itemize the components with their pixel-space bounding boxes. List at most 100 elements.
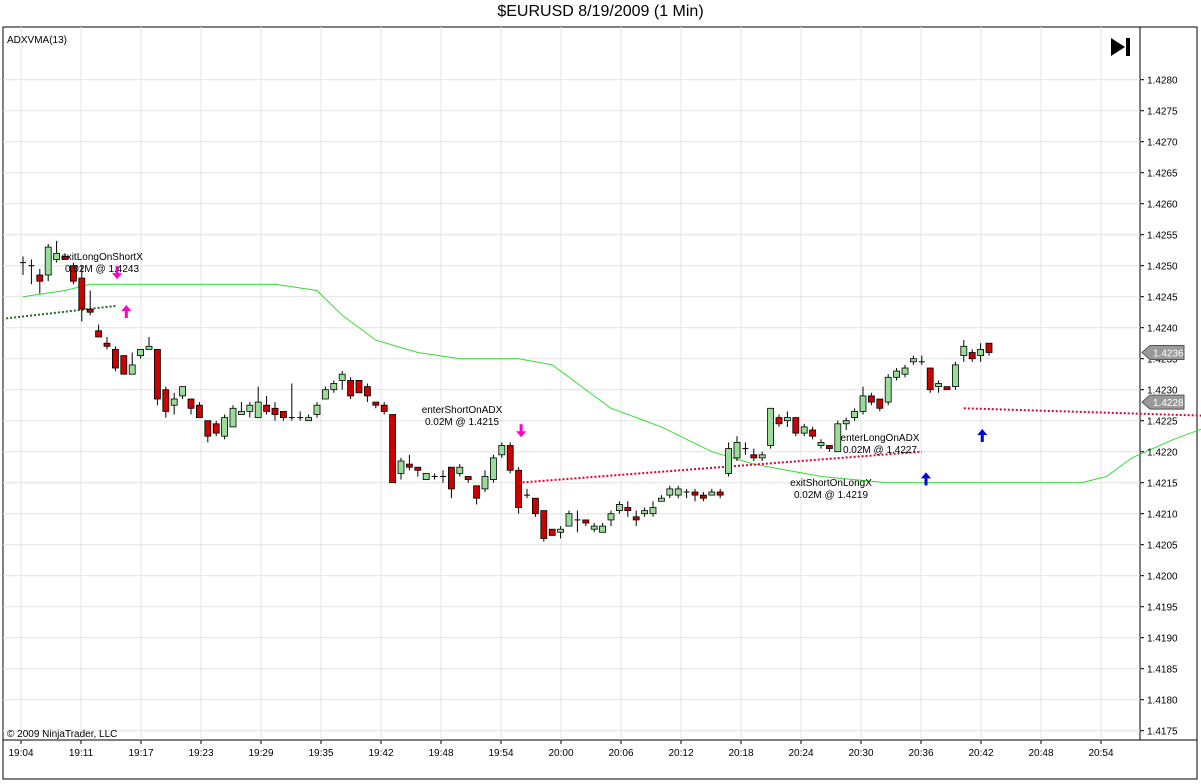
candle <box>792 417 800 437</box>
annotation-signal: exitLongOnShortX <box>61 252 143 263</box>
candle <box>641 507 648 517</box>
scroll-to-end-icon[interactable] <box>1111 38 1130 56</box>
candle-body <box>758 454 766 459</box>
candle <box>540 510 548 542</box>
candle-body <box>36 274 44 282</box>
candle <box>464 476 472 483</box>
y-tick-label: 1.4260 <box>1147 200 1178 211</box>
arrow-shaft <box>519 424 523 433</box>
candle <box>515 467 522 514</box>
candle-body <box>271 407 279 415</box>
candle <box>968 349 976 362</box>
candle-body <box>599 525 606 533</box>
candle <box>179 386 187 399</box>
enter-short-arrow <box>516 424 527 438</box>
y-tick-label: 1.4280 <box>1147 76 1178 87</box>
x-tick-label: 20:30 <box>848 748 873 759</box>
candle-body <box>389 414 397 484</box>
candle-body <box>372 401 380 406</box>
candle-body <box>246 404 254 412</box>
trade-price-flag: 1.4228 <box>1141 394 1185 410</box>
candle <box>137 348 145 359</box>
x-tick-label: 19:17 <box>128 748 153 759</box>
candle-body <box>750 454 758 459</box>
candle <box>977 343 984 362</box>
candle-body <box>834 423 842 453</box>
arrow-head <box>112 273 123 280</box>
candle-body <box>952 364 959 387</box>
candle-body <box>532 497 539 515</box>
candle-body <box>447 466 455 490</box>
candle <box>422 472 430 480</box>
candle-body <box>464 476 472 480</box>
trade-line <box>518 450 922 484</box>
candle <box>389 414 397 484</box>
candle-body <box>162 389 170 412</box>
trade-markers <box>112 266 988 486</box>
candle <box>288 383 295 421</box>
candle-body <box>784 417 791 422</box>
candle <box>826 445 833 452</box>
candle-body <box>422 472 430 480</box>
candle <box>691 488 699 502</box>
y-tick-label: 1.4240 <box>1147 324 1178 335</box>
play-triangle <box>1111 38 1125 56</box>
candle <box>649 501 657 517</box>
candle <box>212 420 220 437</box>
candle <box>708 488 716 496</box>
candle <box>574 510 581 533</box>
candle-body <box>557 528 564 533</box>
axis-border <box>2 739 1198 780</box>
candle <box>170 392 178 415</box>
price-axis: 1.4280 1.4275 1.4270 1.4265 1.4260 1.4255 1.42… <box>1140 76 1185 738</box>
candle <box>28 259 35 285</box>
candle <box>431 473 438 480</box>
candle-body <box>187 398 195 409</box>
candle <box>447 466 455 499</box>
candle <box>784 411 791 427</box>
candle <box>800 423 808 437</box>
candle-body <box>985 342 993 353</box>
x-tick-label: 20:42 <box>968 748 993 759</box>
indicator-label: ADXVMA(13) <box>7 35 67 46</box>
y-tick-label: 1.4195 <box>1147 603 1178 614</box>
adxvma-series <box>22 283 1201 484</box>
candle-body <box>548 528 556 536</box>
candle-body <box>700 494 707 499</box>
candle <box>95 324 102 338</box>
price-flag-label: 1.4236 <box>1153 349 1184 360</box>
candle <box>145 337 153 350</box>
price-flag-bg <box>1141 345 1185 360</box>
y-tick-label: 1.4185 <box>1147 665 1178 676</box>
y-tick-label: 1.4180 <box>1147 696 1178 707</box>
x-tick-label: 20:54 <box>1088 748 1113 759</box>
candle <box>489 454 497 483</box>
candle-body <box>767 407 774 446</box>
y-tick-label: 1.4255 <box>1147 231 1178 242</box>
trade-lines <box>6 305 1201 484</box>
copyright-label: © 2009 NinjaTrader, LLC <box>7 729 117 740</box>
candle <box>733 436 741 461</box>
candle-body <box>960 345 968 356</box>
candle <box>313 402 321 418</box>
arrow-shaft <box>124 310 128 318</box>
candle <box>254 386 262 419</box>
candle <box>330 380 338 393</box>
candle-body <box>632 516 640 521</box>
x-tick-label: 19:11 <box>69 748 94 759</box>
time-axis: 19:04 19:11 19:17 19:23 19:29 19:35 19:42 19:48… <box>8 740 1114 759</box>
y-tick-label: 1.4210 <box>1147 510 1178 521</box>
candle-body <box>338 373 346 381</box>
candle-body <box>926 367 934 391</box>
arrow-head <box>921 472 931 479</box>
candle-body <box>44 246 52 276</box>
candle-body <box>53 252 60 260</box>
price-flag-bg <box>1141 394 1185 410</box>
candle-body <box>112 348 119 369</box>
candle <box>524 488 530 499</box>
candle-body <box>179 386 187 397</box>
candle <box>397 457 405 480</box>
annotation-fill: 0.02M @ 1.4215 <box>425 417 500 428</box>
candle <box>750 448 758 461</box>
candle <box>834 420 842 453</box>
